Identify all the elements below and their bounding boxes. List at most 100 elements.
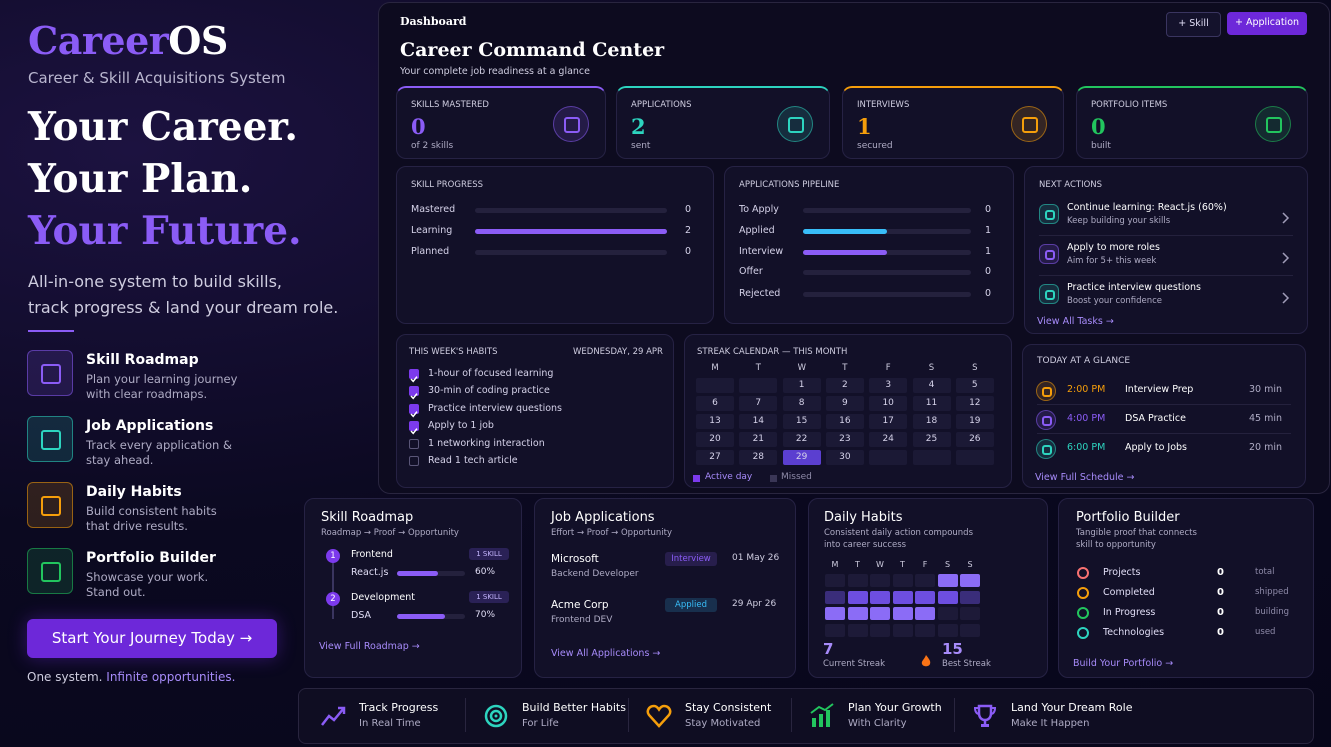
duration: 45 min	[1249, 413, 1283, 424]
button[interactable]: + Application	[1227, 12, 1307, 35]
stat-note: sent	[631, 141, 651, 151]
link[interactable]: View Full Roadmap →	[319, 641, 420, 652]
heat-cell	[870, 607, 890, 620]
heat-cell	[825, 623, 845, 637]
job-applications-card: Job Applications Effort → Proof → Opportu…	[534, 498, 796, 678]
legend-label: Missed	[781, 472, 812, 482]
day-cell	[739, 432, 778, 447]
fire-glyph	[921, 655, 931, 667]
feature-icon	[27, 548, 73, 594]
row-value: 0	[985, 204, 992, 215]
card-subtitle: skill to opportunity	[1076, 540, 1156, 550]
step-circle: 1	[326, 549, 340, 563]
day-cell	[869, 396, 908, 411]
icon-glyph	[788, 117, 804, 133]
bar-track	[803, 208, 971, 213]
habit-text: Practice interview questions	[428, 402, 562, 414]
checkbox	[409, 421, 419, 435]
weekday: S	[928, 363, 935, 373]
row-value: 0	[685, 204, 692, 215]
stat-value: 2	[631, 114, 646, 139]
row-value: 0	[685, 246, 692, 257]
heat-cell	[937, 590, 958, 604]
weekday: T	[755, 363, 761, 373]
day-cell	[955, 450, 994, 465]
row-value: 1	[985, 225, 992, 236]
stat-note: of 2 skills	[411, 141, 454, 151]
row-label: Rejected	[739, 288, 781, 299]
link[interactable]: View Full Schedule →	[1035, 472, 1135, 483]
habit-text: Apply to 1 job	[428, 420, 494, 432]
weekday: S	[972, 363, 978, 373]
day-number: 19	[969, 416, 981, 426]
heat-cell	[847, 607, 868, 620]
action-title: Apply to more roles	[1067, 242, 1160, 253]
link[interactable]: Build Your Portfolio →	[1073, 658, 1174, 669]
next-actions-panel: NEXT ACTIONS Continue learning: React.js …	[1024, 166, 1308, 334]
day-cell	[869, 378, 908, 393]
action-title: Practice interview questions	[1067, 282, 1201, 293]
day-number: 5	[971, 380, 978, 390]
feature-title: Job Applications	[86, 418, 214, 434]
check-icon	[410, 410, 418, 418]
stat-value: 0	[411, 114, 426, 139]
card-subtitle: Effort → Proof → Opportunity	[551, 528, 672, 538]
day-number: 8	[798, 398, 805, 408]
bar	[397, 571, 438, 576]
bar-track	[803, 292, 971, 297]
time-icon	[1036, 439, 1056, 459]
checkbox	[409, 438, 419, 449]
row-value: 1	[985, 246, 992, 257]
bar-track	[803, 229, 971, 234]
button-label: + Application	[1234, 17, 1300, 28]
separator	[791, 698, 792, 732]
day-cell	[696, 450, 734, 465]
weekday: M	[831, 560, 839, 569]
row-value: 0	[1217, 627, 1224, 638]
link[interactable]: View All Tasks →	[1037, 316, 1114, 327]
roadmap-card: Skill Roadmap Roadmap → Proof → Opportuni…	[304, 498, 522, 678]
weekday: T	[900, 560, 905, 569]
time: 2:00 PM	[1067, 384, 1106, 395]
weekday: F	[885, 363, 891, 373]
brand-part: Career	[28, 18, 169, 63]
day-cell	[869, 414, 908, 429]
icon-glyph	[564, 117, 580, 133]
day-number: 2	[842, 380, 848, 390]
action-icon	[1039, 244, 1059, 264]
benefit-title: Land Your Dream Role	[1011, 701, 1133, 714]
panel-title: NEXT ACTIONS	[1039, 180, 1103, 190]
bar	[803, 250, 887, 255]
row-label: To Apply	[739, 204, 779, 215]
weekday: M	[711, 363, 719, 373]
feature-icon	[27, 350, 73, 396]
heat-cell	[847, 590, 868, 604]
streak-label: Current Streak	[823, 659, 886, 669]
row-icon	[1077, 607, 1089, 619]
row-value: 0	[1217, 567, 1224, 578]
role: Backend Developer	[551, 569, 639, 579]
day-cell	[739, 450, 778, 465]
heat-cell	[960, 574, 980, 587]
heat-cell	[847, 623, 868, 637]
benefit-sub: With Clarity	[848, 718, 907, 729]
icon-glyph	[1045, 210, 1055, 220]
heat-cell	[937, 574, 958, 587]
badge: 1 SKILL	[469, 548, 509, 560]
day-cell	[825, 414, 864, 429]
heat-cell	[892, 607, 913, 620]
icon-glyph	[1045, 290, 1055, 300]
step-skill: React.js	[351, 567, 389, 578]
heat-cell	[960, 607, 980, 620]
day-cell	[869, 432, 908, 447]
cta-button[interactable]: Start Your Journey Today →	[27, 619, 277, 658]
action-icon	[1039, 204, 1059, 224]
card-subtitle: Tangible proof that connects	[1076, 528, 1197, 538]
bar-track	[475, 208, 667, 213]
row-unit: used	[1255, 627, 1276, 637]
link[interactable]: View All Applications →	[551, 648, 661, 659]
check-icon	[410, 428, 418, 435]
button[interactable]: + Skill	[1166, 12, 1221, 37]
benefit-icon	[972, 703, 998, 729]
chevron-icon	[1282, 292, 1290, 304]
